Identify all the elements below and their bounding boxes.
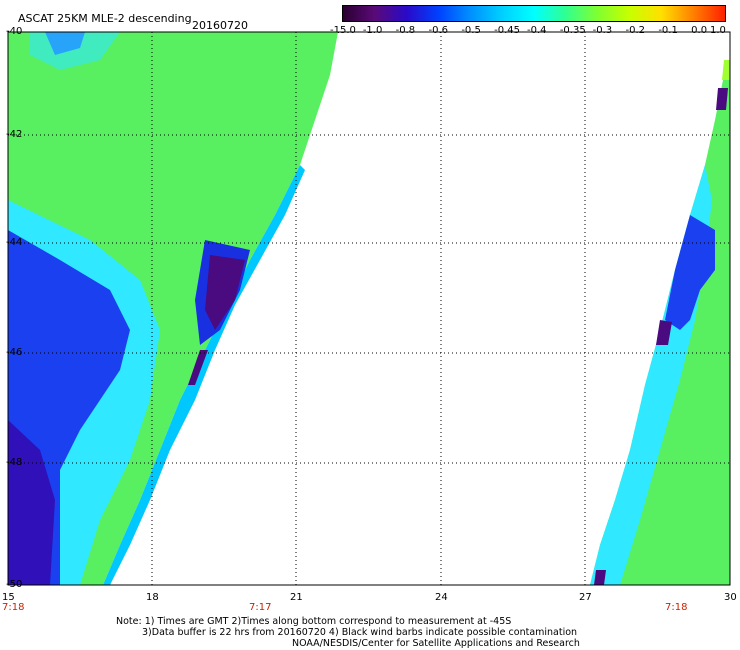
- lat-label: -44: [6, 237, 23, 248]
- right-swath-purple-spots: [656, 320, 672, 345]
- colorbar-label: -0.45: [494, 25, 521, 36]
- map-title: ASCAT 25KM MLE-2 descending: [18, 12, 192, 25]
- left-edge-cyan: [103, 165, 305, 585]
- colorbar-label: -0.35: [559, 25, 586, 36]
- swath-layer: [8, 32, 730, 585]
- colorbar-label: -0.1: [658, 25, 678, 36]
- map-frame: [7, 31, 731, 586]
- colorbar-label: -1.0: [362, 25, 383, 36]
- colorbar-label: -0.4: [527, 25, 547, 36]
- lat-label: -40: [6, 26, 23, 37]
- note-line-2: 3)Data buffer is 22 hrs from 20160720 4)…: [142, 627, 578, 638]
- note-line-3: NOAA/NESDIS/Center for Satellite Applica…: [292, 638, 580, 649]
- right-swath-top-purple: [716, 88, 728, 110]
- colorbar-label: 1.0: [710, 25, 726, 36]
- right-swath-blue-region: [665, 215, 715, 330]
- lon-label: 24: [435, 592, 448, 603]
- lat-label: -42: [6, 129, 23, 140]
- time-label: 7:18: [2, 602, 25, 613]
- graticule: [8, 32, 730, 585]
- right-swath-top-yellowgreen: [722, 60, 730, 80]
- time-label: 7:17: [249, 602, 272, 613]
- map-date: 20160720: [192, 19, 248, 32]
- colorbar-label: -0.5: [461, 25, 481, 36]
- right-swath: [590, 60, 730, 585]
- left-swath-cyan-top: [30, 32, 120, 70]
- colorbar-label: -0.6: [428, 25, 449, 36]
- colorbar: [342, 5, 726, 22]
- left-edge-purple-pocket: [205, 255, 245, 330]
- colorbar-label: -0.2: [625, 25, 646, 36]
- lat-label: -50: [6, 579, 23, 590]
- lon-label: 21: [290, 592, 303, 603]
- colorbar-label: -15.0: [330, 25, 356, 36]
- left-swath-dark-blue: [8, 420, 55, 585]
- colorbar-label: -0.8: [395, 25, 416, 36]
- lon-label: 15: [2, 592, 15, 603]
- lat-label: -48: [6, 457, 23, 468]
- colorbar-label: -0.3: [592, 25, 613, 36]
- right-swath-purple-bottom: [594, 570, 606, 585]
- lon-label: 27: [579, 592, 592, 603]
- time-label: 7:18: [665, 602, 688, 613]
- lat-label: -46: [6, 347, 23, 358]
- lon-label: 30: [724, 592, 737, 603]
- note-line-1: Note: 1) Times are GMT 2)Times along bot…: [116, 616, 512, 627]
- left-edge-purple-strip: [188, 350, 208, 385]
- colorbar-label: 0.0: [691, 25, 708, 36]
- lon-label: 18: [146, 592, 159, 603]
